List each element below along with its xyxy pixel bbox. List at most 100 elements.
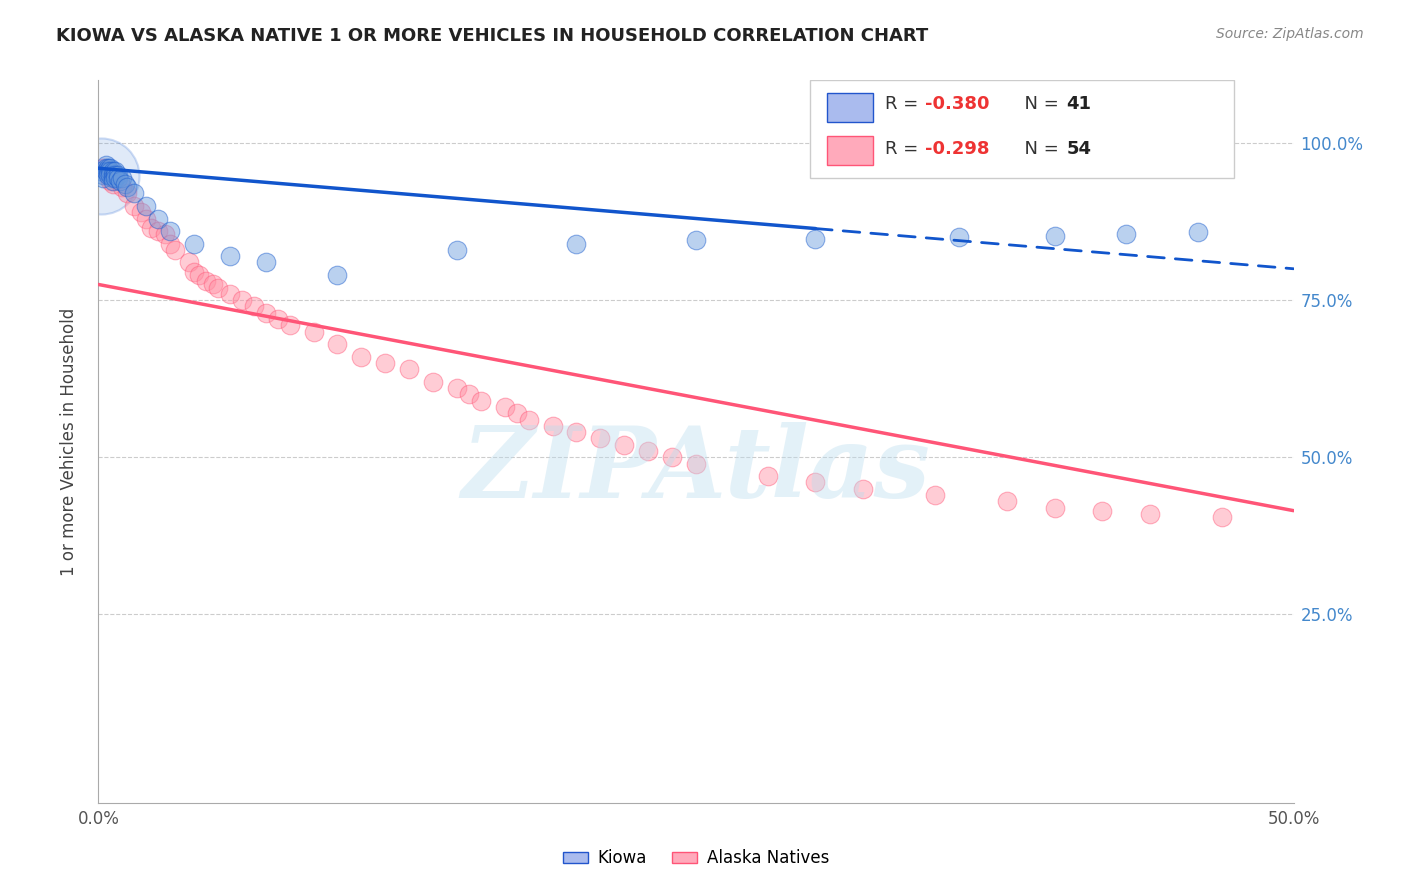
Point (94, 164, 117, 178)
Point (91, 168, 114, 182)
Point (924, 488, 946, 502)
Point (107, 170, 129, 185)
Point (148, 224, 170, 238)
Point (98, 161, 122, 176)
Point (1211, 510, 1233, 524)
Point (111, 180, 134, 194)
Point (278, 318, 301, 333)
Point (91, 170, 114, 185)
Point (124, 186, 146, 201)
FancyBboxPatch shape (827, 136, 873, 165)
Point (94, 161, 117, 176)
Point (446, 243, 468, 257)
Point (183, 236, 205, 251)
Legend: Kiowa, Alaska Natives: Kiowa, Alaska Natives (555, 843, 837, 874)
Point (326, 337, 349, 351)
Point (804, 231, 827, 245)
Point (114, 177, 136, 191)
Point (135, 199, 157, 213)
Point (446, 381, 468, 395)
Point (517, 412, 540, 426)
Point (139, 221, 162, 235)
Point (948, 230, 970, 244)
Point (155, 227, 177, 242)
Point (115, 180, 138, 194)
Point (852, 482, 875, 496)
Point (101, 170, 124, 185)
Point (90, 169, 112, 183)
Point (97, 164, 120, 178)
Point (124, 199, 146, 213)
Point (326, 268, 349, 282)
Point (101, 177, 124, 191)
Point (661, 450, 683, 465)
Point (685, 457, 707, 471)
Point (101, 174, 124, 188)
Point (374, 356, 396, 370)
Text: Source: ZipAtlas.com: Source: ZipAtlas.com (1216, 27, 1364, 41)
Point (302, 325, 325, 339)
Point (104, 170, 127, 185)
Text: 41: 41 (1067, 95, 1091, 112)
Point (254, 306, 277, 320)
Point (131, 205, 153, 219)
Point (541, 418, 564, 433)
Point (219, 286, 242, 301)
Point (108, 174, 131, 188)
Point (107, 168, 129, 182)
Point (243, 300, 266, 314)
Point (1115, 227, 1137, 242)
Point (98, 164, 122, 178)
Text: R =: R = (884, 140, 924, 158)
Point (804, 475, 827, 490)
Text: 54: 54 (1067, 140, 1091, 158)
Point (231, 293, 253, 308)
FancyBboxPatch shape (827, 93, 873, 122)
Point (94, 158, 117, 172)
Text: ZIPAtlas: ZIPAtlas (461, 422, 931, 518)
FancyBboxPatch shape (810, 80, 1234, 178)
Point (97, 168, 120, 182)
Point (1043, 500, 1066, 515)
Point (91, 161, 114, 176)
Point (148, 211, 170, 226)
Point (111, 170, 134, 185)
Point (422, 375, 444, 389)
Point (195, 274, 218, 288)
Point (98, 174, 122, 188)
Point (254, 255, 277, 269)
Point (97, 164, 120, 178)
Point (187, 268, 209, 282)
Point (685, 234, 707, 248)
Text: -0.380: -0.380 (925, 95, 990, 112)
Point (350, 350, 373, 364)
Point (995, 494, 1018, 508)
Point (1043, 229, 1066, 244)
Point (506, 406, 529, 420)
Point (494, 400, 516, 414)
Point (1187, 225, 1209, 239)
Point (470, 393, 492, 408)
Text: N =: N = (1012, 140, 1064, 158)
Text: KIOWA VS ALASKA NATIVE 1 OR MORE VEHICLES IN HOUSEHOLD CORRELATION CHART: KIOWA VS ALASKA NATIVE 1 OR MORE VEHICLE… (56, 27, 928, 45)
Point (104, 164, 127, 178)
Point (1091, 503, 1114, 517)
Text: N =: N = (1012, 95, 1064, 112)
Point (90, 164, 112, 178)
Point (163, 243, 186, 257)
Text: R =: R = (884, 95, 924, 112)
Point (756, 469, 779, 483)
Point (183, 265, 205, 279)
Point (565, 425, 588, 439)
Point (179, 255, 201, 269)
Text: -0.298: -0.298 (925, 140, 990, 158)
Point (207, 280, 229, 294)
Point (458, 387, 481, 401)
Point (398, 362, 420, 376)
Point (159, 236, 181, 251)
Point (101, 164, 124, 178)
Point (159, 224, 181, 238)
Point (115, 186, 138, 201)
Point (219, 249, 242, 263)
Point (202, 277, 225, 292)
